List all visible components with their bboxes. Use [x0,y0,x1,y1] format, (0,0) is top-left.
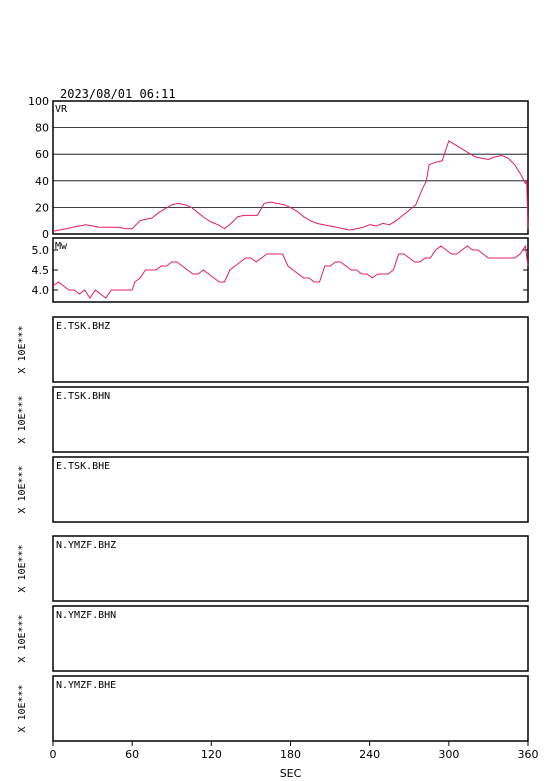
station-channel-label: N.YMZF.BHE [56,680,116,691]
y-tick-label: 0 [42,228,49,241]
waveform-panel-frame [52,316,529,383]
x-axis-label: SEC [280,767,302,780]
x-tick-label: 120 [201,748,222,761]
station-channel-label: N.YMZF.BHZ [56,540,116,551]
y-tick-label: 4.0 [32,284,50,297]
amplitude-unit-label: X 10E*** [17,614,28,662]
amplitude-unit-label: X 10E*** [17,544,28,592]
x-tick-label: 0 [50,748,57,761]
y-tick-label: 5.0 [32,244,50,257]
figure-title: 2023/08/01 06:11 [60,87,176,101]
y-tick-label: 80 [35,122,49,135]
series-line [52,140,529,232]
waveform-panels: E.TSK.BHZ X 10E*** E.TSK.BHN X 10E*** E.TSK.… [17,316,529,742]
station-channel-label: E.TSK.BHN [56,391,110,402]
y-tick-label: 40 [35,175,49,188]
mw-panel: 4.0 4.5 5.0 Mw [32,237,529,303]
waveform-panel-frame [52,456,529,523]
panel-label: Mw [55,241,68,252]
waveform-panel-frame [52,605,529,672]
y-tick-label: 60 [35,148,49,161]
panel-label: VR [55,104,68,115]
waveform-panel-frame [52,675,529,742]
amplitude-unit-label: X 10E*** [17,684,28,732]
waveform-panel-frame [52,535,529,602]
y-tick-label: 100 [28,95,49,108]
x-tick-label: 240 [359,748,380,761]
waveform-panel-frame [52,386,529,453]
y-tick-label: 4.5 [32,264,50,277]
vr-panel: 0 20 40 60 80 100 VR [28,95,529,241]
station-channel-label: E.TSK.BHZ [56,321,110,332]
panel-frame [52,237,529,303]
amplitude-unit-label: X 10E*** [17,395,28,443]
series-line [52,244,529,299]
x-tick-label: 360 [518,748,539,761]
x-tick-label: 180 [280,748,301,761]
station-channel-label: N.YMZF.BHN [56,610,116,621]
x-tick-label: 300 [438,748,459,761]
time-axis: 0 60 120 180 240 300 360 SEC [50,741,539,780]
y-tick-label: 20 [35,201,49,214]
amplitude-unit-label: X 10E*** [17,465,28,513]
x-tick-label: 60 [125,748,139,761]
panel-frame [52,100,529,235]
station-channel-label: E.TSK.BHE [56,461,110,472]
amplitude-unit-label: X 10E*** [17,325,28,373]
